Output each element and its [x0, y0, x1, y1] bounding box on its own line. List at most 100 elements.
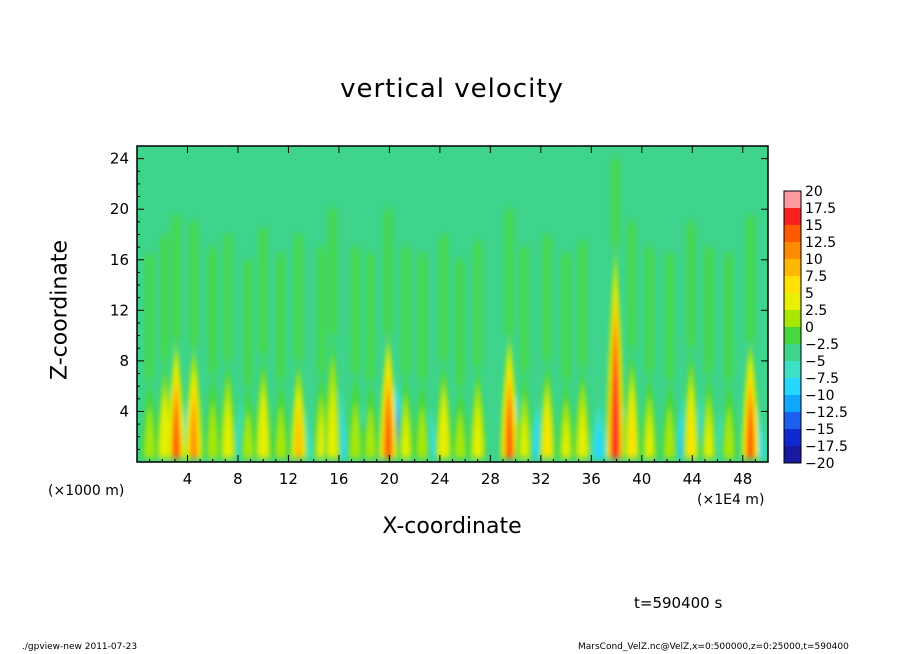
colorbar-label: −7.5: [805, 371, 839, 387]
updraft-plume: [277, 416, 284, 459]
updraft-streak: [383, 209, 394, 336]
x-tick-label: 36: [582, 470, 601, 488]
colorbar-label: 5: [805, 286, 814, 302]
updraft-streak: [723, 253, 734, 380]
colorbar-label: −2.5: [805, 337, 839, 353]
colorbar-label: 7.5: [805, 269, 827, 285]
updraft-plume: [367, 416, 374, 459]
updraft-streak: [504, 209, 515, 336]
updraft-streak: [542, 234, 553, 361]
updraft-streak: [365, 253, 376, 380]
updraft-streak: [275, 253, 286, 380]
updraft-streak: [577, 240, 588, 368]
y-tick-label: 12: [110, 301, 129, 319]
time-label: t=590400 s: [634, 594, 723, 612]
footer-left-text: ./gpview-new 2011-07-23: [22, 642, 138, 652]
updraft-plume: [329, 392, 336, 459]
updraft-plume: [295, 406, 302, 459]
updraft-plume: [440, 406, 447, 459]
y-axis-title: Z-coordinate: [47, 240, 73, 380]
colorbar-label: 2.5: [805, 303, 827, 319]
colorbar-label: −12.5: [805, 405, 848, 421]
updraft-streak: [327, 209, 338, 336]
colorbar-label: 20: [805, 184, 823, 200]
updraft-plume: [725, 416, 732, 459]
updraft-plume: [385, 392, 392, 459]
updraft-streak: [417, 253, 428, 380]
colorbar-swatch: [784, 276, 801, 294]
colorbar-swatch: [784, 344, 801, 362]
updraft-streak: [664, 253, 675, 380]
updraft-streak: [400, 247, 411, 374]
colorbar-frame: [783, 190, 802, 464]
colorbar-swatch: [784, 361, 801, 379]
colorbar: 2017.51512.5107.552.50−2.5−5−7.5−10−12.5…: [783, 184, 848, 472]
y-tick-label: 24: [110, 150, 129, 168]
colorbar-label: −15: [805, 422, 835, 438]
updraft-plume: [544, 406, 551, 459]
updraft-plume: [563, 416, 570, 459]
x-axis: 4 8 12 16 20 24 28 32 36 40 44 48: [149, 146, 756, 488]
updraft-streak: [222, 234, 233, 361]
updraft-streak: [644, 247, 655, 374]
colorbar-label: 17.5: [805, 201, 836, 217]
colorbar-label: −5: [805, 354, 826, 370]
updraft-streak: [293, 234, 304, 361]
updraft-streak: [159, 234, 170, 361]
updraft-plume: [352, 413, 359, 459]
updraft-plume: [521, 413, 528, 459]
y-tick-label: 16: [110, 251, 129, 269]
x-unit-left-label: (×1000 m): [48, 483, 125, 499]
footer-right-text: MarsCond_VelZ.nc@VelZ,x=0:500000,z=0:250…: [578, 642, 849, 652]
colorbar-swatch: [784, 412, 801, 430]
colorbar-label: −20: [805, 456, 835, 472]
colorbar-label: 0: [805, 320, 814, 336]
updraft-streak: [243, 259, 254, 387]
x-tick-label: 40: [632, 470, 651, 488]
x-tick-label: 16: [329, 470, 348, 488]
updraft-streak: [703, 247, 714, 374]
updraft-plume: [419, 416, 426, 459]
updraft-plume: [457, 420, 464, 459]
x-tick-label: 28: [481, 470, 500, 488]
updraft-streak: [258, 228, 269, 355]
colorbar-swatch: [784, 242, 801, 260]
colorbar-swatch: [784, 191, 801, 209]
x-tick-label: 4: [183, 470, 193, 488]
updraft-streak: [350, 247, 361, 374]
updraft-streak: [519, 247, 530, 374]
updraft-streak: [438, 234, 449, 361]
x-tick-label: 48: [733, 470, 752, 488]
plot-area: [136, 145, 769, 463]
x-axis-title: X-coordinate: [382, 514, 522, 539]
colorbar-swatch: [784, 446, 801, 464]
updraft-streak: [207, 247, 218, 374]
updraft-streak: [144, 253, 155, 380]
updraft-plume: [245, 420, 252, 459]
updraft-streak: [561, 253, 572, 380]
updraft-plume: [747, 395, 754, 459]
x-tick-label: 20: [380, 470, 399, 488]
updraft-streak: [745, 215, 756, 342]
updraft-plume: [209, 413, 216, 459]
chart-title: vertical velocity: [340, 74, 564, 104]
updraft-plume: [688, 399, 695, 459]
y-tick-label: 8: [119, 352, 129, 370]
updraft-plume: [705, 413, 712, 459]
updraft-plume: [161, 406, 168, 459]
colorbar-label: −17.5: [805, 439, 848, 455]
updraft-plume: [190, 399, 197, 459]
updraft-streak: [472, 240, 483, 368]
updraft-plume: [612, 343, 619, 459]
colorbar-label: 15: [805, 218, 823, 234]
updraft-streak: [171, 215, 182, 342]
updraft-plume: [173, 395, 180, 459]
colorbar-label: 10: [805, 252, 823, 268]
x-unit-right-label: (×1E4 m): [697, 492, 765, 508]
x-tick-label: 8: [233, 470, 243, 488]
x-tick-label: 44: [683, 470, 702, 488]
updraft-plume: [474, 409, 481, 459]
colorbar-label: −10: [805, 388, 835, 404]
updraft-plume: [646, 413, 653, 459]
